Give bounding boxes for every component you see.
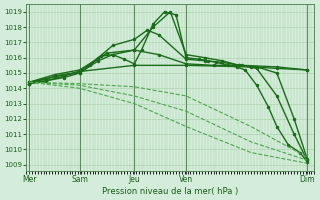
X-axis label: Pression niveau de la mer( hPa ): Pression niveau de la mer( hPa ) bbox=[102, 187, 238, 196]
